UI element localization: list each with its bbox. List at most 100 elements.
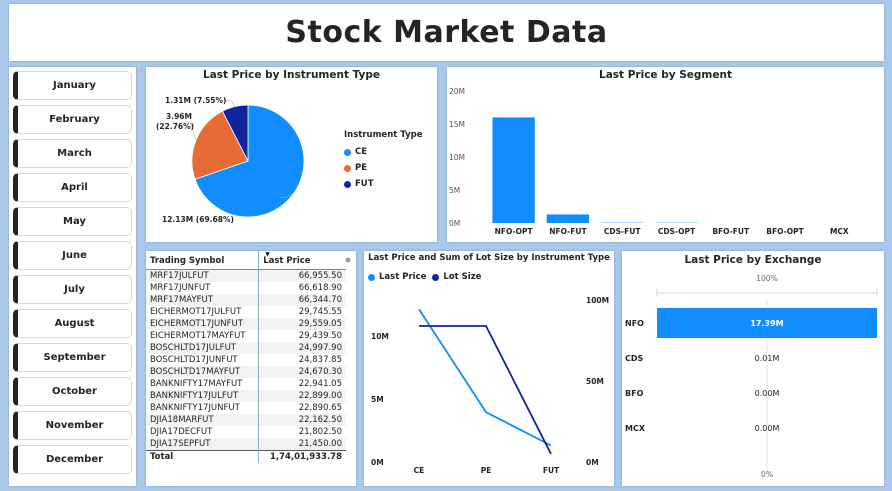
sort-desc-icon: ▼ bbox=[265, 251, 270, 258]
pie-legend-item-pe[interactable]: PE bbox=[344, 163, 422, 173]
cell-last-price: 22,941.05 bbox=[259, 378, 346, 390]
column-header-last-price[interactable]: ▼ Last Price bbox=[259, 251, 346, 270]
cell-last-price: 66,344.70 bbox=[259, 294, 346, 306]
exchange-axis-bottom-label: 0% bbox=[761, 470, 773, 479]
exchange-chart-title: Last Price by Exchange bbox=[622, 254, 884, 266]
cell-trading-symbol: BANKNIFTY17JUNFUT bbox=[146, 402, 259, 414]
line-right-ytick-label: 100M bbox=[586, 296, 609, 305]
cell-trading-symbol: BOSCHLTD17JUNFUT bbox=[146, 354, 259, 366]
line-left-ytick-label: 0M bbox=[371, 458, 384, 467]
month-button-december[interactable]: December bbox=[13, 445, 132, 474]
month-button-february[interactable]: February bbox=[13, 105, 132, 134]
pie-chart-panel: Last Price by Instrument Type 12.13M (69… bbox=[146, 67, 437, 242]
pie-legend-item-ce[interactable]: CE bbox=[344, 147, 422, 157]
line-legend-item-last-price[interactable]: Last Price bbox=[368, 272, 426, 282]
table-row[interactable]: BANKNIFTY17MAYFUT 22,941.05 bbox=[146, 378, 346, 390]
column-header-symbol[interactable]: Trading Symbol bbox=[146, 251, 259, 270]
pie-label-pe-percent: (22.76%) bbox=[156, 122, 194, 131]
segment-bar-nfo-fut[interactable] bbox=[547, 214, 589, 223]
cell-trading-symbol: BANKNIFTY17MAYFUT bbox=[146, 378, 259, 390]
cell-last-price: 29,559.05 bbox=[259, 318, 346, 330]
segment-chart-panel: Last Price by Segment 0M 5M 10M 15M 20M NFO-O… bbox=[447, 67, 884, 242]
line-xtick-label: FUT bbox=[543, 466, 560, 475]
pie-legend-label: PE bbox=[355, 163, 367, 173]
line-right-ytick-label: 50M bbox=[586, 377, 604, 386]
cell-trading-symbol: MRF17JUNFUT bbox=[146, 282, 259, 294]
month-button-november[interactable]: November bbox=[13, 411, 132, 440]
segment-xtick-label: BFO-OPT bbox=[766, 227, 804, 236]
cell-trading-symbol: BOSCHLTD17JULFUT bbox=[146, 342, 259, 354]
cell-last-price: 22,890.65 bbox=[259, 402, 346, 414]
line-legend-label: Lot Size bbox=[443, 272, 481, 282]
legend-dot-icon bbox=[344, 165, 351, 172]
line-xtick-label: CE bbox=[414, 466, 425, 475]
legend-dot-icon bbox=[368, 274, 375, 281]
segment-xtick-label: CDS-FUT bbox=[604, 227, 641, 236]
cell-last-price: 22,899.00 bbox=[259, 390, 346, 402]
table-row[interactable]: BOSCHLTD17JUNFUT 24,837.85 bbox=[146, 354, 346, 366]
cell-trading-symbol: MRF17JULFUT bbox=[146, 270, 259, 283]
cell-last-price: 24,997.90 bbox=[259, 342, 346, 354]
table-row[interactable]: BANKNIFTY17JULFUT 22,899.00 bbox=[146, 390, 346, 402]
month-button-august[interactable]: August bbox=[13, 309, 132, 338]
exchange-bar-label: 17.39M bbox=[750, 319, 783, 328]
table-row[interactable]: DJIA17SEPFUT 21,450.00 bbox=[146, 438, 346, 451]
cell-trading-symbol: DJIA17DECFUT bbox=[146, 426, 259, 438]
segment-bar-nfo-opt[interactable] bbox=[492, 117, 534, 223]
line-chart-panel: Last Price and Sum of Lot Size by Instru… bbox=[364, 251, 614, 486]
month-button-april[interactable]: April bbox=[13, 173, 132, 202]
pie-legend-item-fut[interactable]: FUT bbox=[344, 179, 422, 189]
price-table-panel: Trading Symbol ▼ Last Price MRF17JULFUT 6… bbox=[146, 251, 356, 486]
table-total-row: Total 1,74,01,933.78 bbox=[146, 451, 346, 464]
month-button-may[interactable]: May bbox=[13, 207, 132, 236]
exchange-bar-label: 0.00M bbox=[755, 424, 780, 433]
cell-trading-symbol: EICHERMOT17JULFUT bbox=[146, 306, 259, 318]
exchange-axis-top-label: 100% bbox=[756, 274, 777, 283]
segment-ytick-label: 15M bbox=[449, 120, 465, 129]
segment-xtick-label: NFO-FUT bbox=[549, 227, 587, 236]
month-button-june[interactable]: June bbox=[13, 241, 132, 270]
pie-label-fut: 1.31M (7.55%) bbox=[165, 96, 226, 105]
line-legend-item-lot-size[interactable]: Lot Size bbox=[432, 272, 481, 282]
table-row[interactable]: DJIA18MARFUT 22,162.50 bbox=[146, 414, 346, 426]
cell-last-price: 66,618.90 bbox=[259, 282, 346, 294]
cell-last-price: 21,450.00 bbox=[259, 438, 346, 451]
table-row[interactable]: MRF17JULFUT 66,955.50 bbox=[146, 270, 346, 283]
exchange-bar-label: 0.01M bbox=[755, 354, 780, 363]
cell-last-price: 24,670.30 bbox=[259, 366, 346, 378]
exchange-bar-chart: 100% NFO 17.39M CDS 0.01M BFO 0.00M MCX 0.00M 0% bbox=[622, 269, 884, 484]
exchange-category-label: BFO bbox=[625, 389, 644, 398]
month-button-july[interactable]: July bbox=[13, 275, 132, 304]
cell-trading-symbol: EICHERMOT17JUNFUT bbox=[146, 318, 259, 330]
month-button-october[interactable]: October bbox=[13, 377, 132, 406]
title-banner: Stock Market Data bbox=[9, 4, 884, 61]
cell-trading-symbol: EICHERMOT17MAYFUT bbox=[146, 330, 259, 342]
table-row[interactable]: EICHERMOT17JUNFUT 29,559.05 bbox=[146, 318, 346, 330]
table-row[interactable]: BANKNIFTY17JUNFUT 22,890.65 bbox=[146, 402, 346, 414]
table-row[interactable]: MRF17JUNFUT 66,618.90 bbox=[146, 282, 346, 294]
segment-ytick-label: 0M bbox=[449, 219, 460, 228]
exchange-category-label: NFO bbox=[625, 319, 644, 328]
segment-xtick-label: NFO-OPT bbox=[495, 227, 534, 236]
cell-last-price: 21,802.50 bbox=[259, 426, 346, 438]
line-left-ytick-label: 10M bbox=[371, 332, 389, 341]
cell-last-price: 29,745.55 bbox=[259, 306, 346, 318]
segment-ytick-label: 10M bbox=[449, 153, 465, 162]
table-row[interactable]: DJIA17DECFUT 21,802.50 bbox=[146, 426, 346, 438]
table-row[interactable]: EICHERMOT17JULFUT 29,745.55 bbox=[146, 306, 346, 318]
table-row[interactable]: BOSCHLTD17MAYFUT 24,670.30 bbox=[146, 366, 346, 378]
cell-trading-symbol: MRF17MAYFUT bbox=[146, 294, 259, 306]
month-button-september[interactable]: September bbox=[13, 343, 132, 372]
total-label: Total bbox=[146, 451, 259, 464]
line-left-ytick-label: 5M bbox=[371, 395, 384, 404]
month-button-march[interactable]: March bbox=[13, 139, 132, 168]
cell-trading-symbol: BOSCHLTD17MAYFUT bbox=[146, 366, 259, 378]
table-row[interactable]: MRF17MAYFUT 66,344.70 bbox=[146, 294, 346, 306]
table-row[interactable]: EICHERMOT17MAYFUT 29,439.50 bbox=[146, 330, 346, 342]
cell-last-price: 66,955.50 bbox=[259, 270, 346, 283]
table-row[interactable]: BOSCHLTD17JULFUT 24,997.90 bbox=[146, 342, 346, 354]
pie-chart: 12.13M (69.68%) 3.96M(22.76%) 1.31M (7.55%… bbox=[146, 83, 326, 241]
segment-bar-chart: 0M 5M 10M 15M 20M NFO-OPT NFO-FUT CDS-FUT CDS-OP… bbox=[447, 82, 884, 242]
line-series-last-price[interactable] bbox=[419, 309, 551, 445]
month-button-january[interactable]: January bbox=[13, 71, 132, 100]
